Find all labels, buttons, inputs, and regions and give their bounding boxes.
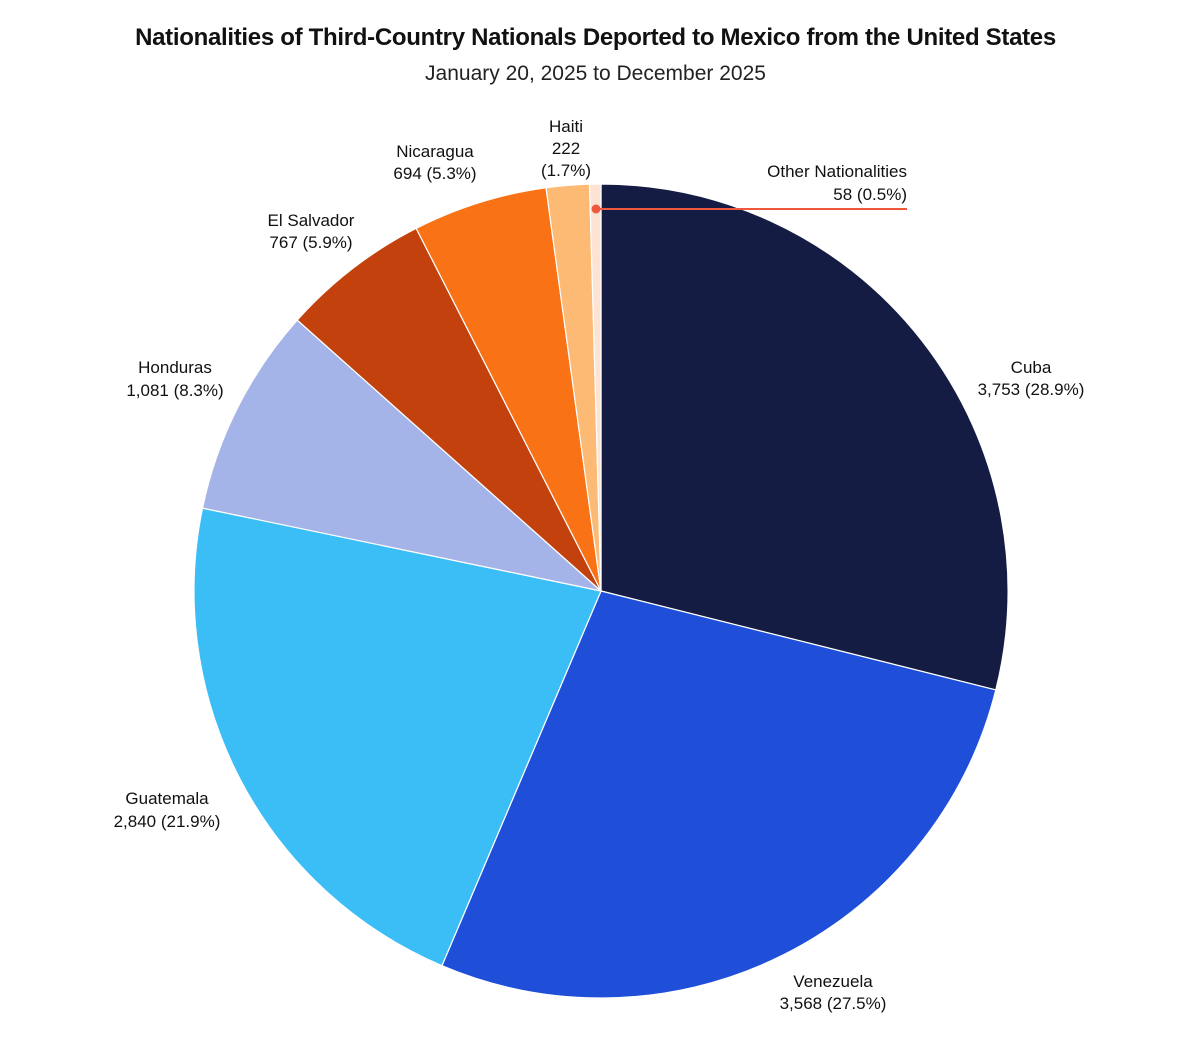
label-name: Guatemala	[125, 789, 209, 808]
label-venezuela: Venezuela 3,568 (27.5%)	[780, 972, 887, 1013]
label-guatemala: Guatemala 2,840 (21.9%)	[114, 789, 221, 831]
label-value: 3,568 (27.5%)	[780, 994, 887, 1013]
label-cuba: Cuba 3,753 (28.9%)	[978, 358, 1085, 399]
label-haiti: Haiti 222 (1.7%)	[541, 117, 591, 180]
slice-nicaragua	[415, 187, 602, 592]
label-name: Honduras	[138, 358, 212, 377]
label-value: 1,081 (8.3%)	[126, 381, 223, 400]
label-name: Nicaragua	[396, 142, 474, 161]
label-honduras: Honduras 1,081 (8.3%)	[126, 358, 223, 400]
label-nicaragua: Nicaragua 694 (5.3%)	[393, 142, 476, 183]
slice-other-nationalities	[588, 183, 602, 592]
label-name: Haiti	[549, 117, 583, 136]
slice-venezuela	[441, 590, 997, 999]
chart-title: Nationalities of Third-Country Nationals…	[135, 24, 1056, 51]
label-value: 3,753 (28.9%)	[978, 380, 1085, 399]
label-value: 58 (0.5%)	[833, 185, 907, 204]
slice-honduras	[201, 319, 604, 593]
chart-subtitle: January 20, 2025 to December 2025	[425, 62, 766, 85]
slice-el-salvador	[296, 227, 602, 592]
label-el-salvador: El Salvador 767 (5.9%)	[268, 211, 355, 252]
label-value: 694 (5.3%)	[393, 164, 476, 183]
label-other-nationalities: Other Nationalities 58 (0.5%)	[767, 162, 907, 204]
label-name: Cuba	[1011, 358, 1052, 377]
label-name: El Salvador	[268, 211, 355, 230]
label-name: Venezuela	[793, 972, 873, 991]
slice-cuba	[600, 183, 1009, 691]
label-value: 767 (5.9%)	[269, 233, 352, 252]
label-name: Other Nationalities	[767, 162, 907, 181]
label-value: 2,840 (21.9%)	[114, 812, 221, 831]
label-value: 222	[552, 139, 580, 158]
leader-dot-other	[591, 204, 601, 214]
slice-guatemala	[193, 507, 602, 967]
label-percent: (1.7%)	[541, 161, 591, 180]
